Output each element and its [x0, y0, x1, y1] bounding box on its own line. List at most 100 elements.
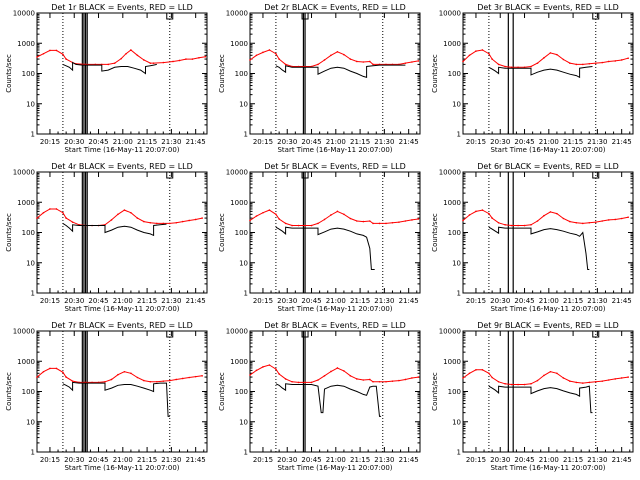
x-tick-label: 21:15	[563, 297, 583, 305]
lld-point	[117, 373, 119, 376]
lld-point	[614, 218, 616, 221]
lld-point	[614, 60, 616, 62]
lld-point	[411, 61, 413, 63]
lld-point	[152, 62, 155, 64]
series-lld-line	[249, 209, 419, 226]
x-tick-label: 21:45	[186, 456, 206, 464]
lld-point	[569, 220, 571, 223]
y-tick-label: 1000	[17, 358, 35, 366]
lld-point	[62, 211, 64, 214]
panel-title: Det 1r BLACK = Events, RED = LLD	[51, 3, 193, 12]
lld-point	[110, 378, 113, 381]
lld-point	[162, 222, 165, 225]
lld-point	[188, 376, 190, 379]
lld-point	[517, 224, 519, 227]
series-events-line	[62, 222, 167, 237]
lld-point	[562, 58, 565, 61]
lld-point	[317, 63, 319, 66]
lld-point	[356, 60, 358, 63]
lld-point	[249, 219, 251, 222]
bracket-marker	[166, 172, 174, 179]
lld-point	[556, 53, 558, 56]
lld-point	[125, 52, 127, 55]
lld-point	[411, 219, 413, 221]
x-tick-label: 21:45	[399, 138, 419, 146]
lld-point	[162, 61, 165, 64]
lld-point	[369, 378, 371, 381]
lld-point	[117, 213, 119, 216]
x-tick-label: 20:45	[88, 138, 108, 146]
lld-point	[36, 217, 38, 219]
x-axis-label: Start Time (16-May-11 20:07:00)	[64, 464, 179, 472]
x-tick-label: 21:00	[113, 138, 133, 146]
lld-point	[530, 382, 532, 385]
lld-point	[310, 381, 313, 384]
lld-point	[336, 51, 339, 53]
y-tick-label: 10	[239, 418, 248, 426]
lld-point	[594, 62, 597, 64]
lld-point	[543, 374, 545, 377]
lld-point	[268, 49, 271, 51]
lld-point	[168, 379, 171, 382]
lld-point	[304, 381, 306, 384]
lld-point	[204, 55, 207, 58]
lld-point	[71, 380, 74, 382]
y-tick-label: 1	[244, 290, 248, 298]
x-tick-label: 20:15	[253, 456, 273, 464]
lld-point	[168, 222, 171, 225]
series-events-line	[275, 383, 382, 417]
x-tick-label: 21:30	[374, 456, 394, 464]
lld-point	[510, 224, 513, 227]
lld-point	[36, 56, 38, 58]
lld-point	[297, 224, 300, 227]
y-axis-label: Counts/sec	[218, 54, 226, 93]
y-tick-label: 10	[26, 100, 35, 108]
x-tick-label: 21:15	[137, 456, 157, 464]
lld-point	[391, 380, 394, 382]
x-tick-label: 20:15	[466, 138, 486, 146]
lld-point	[42, 211, 45, 214]
x-tick-label: 21:00	[326, 456, 346, 464]
lld-point	[291, 380, 293, 383]
bracket-marker	[301, 172, 309, 179]
lld-point	[549, 370, 552, 373]
bracket-marker	[592, 13, 600, 20]
panel-title: Det 5r BLACK = Events, RED = LLD	[264, 162, 406, 171]
x-tick-label: 21:30	[161, 456, 181, 464]
x-tick-label: 21:45	[612, 297, 632, 305]
lld-point	[55, 208, 58, 210]
lld-point	[62, 371, 64, 374]
lld-point	[582, 382, 584, 384]
y-tick-label: 1000	[443, 40, 461, 48]
lld-point	[588, 221, 591, 224]
lld-point	[255, 54, 258, 57]
panel-title: Det 6r BLACK = Events, RED = LLD	[477, 162, 619, 171]
lld-point	[417, 60, 420, 62]
x-tick-label: 20:30	[64, 297, 84, 305]
x-tick-label: 21:00	[113, 456, 133, 464]
lld-point	[110, 219, 113, 221]
lld-point	[627, 216, 629, 219]
y-tick-label: 100	[22, 70, 35, 78]
lld-point	[475, 50, 477, 52]
lld-point	[372, 380, 374, 383]
x-tick-label: 21:45	[186, 138, 206, 146]
x-tick-label: 21:00	[539, 297, 559, 305]
lld-point	[55, 367, 58, 370]
lld-point	[136, 217, 139, 219]
x-tick-label: 21:15	[137, 297, 157, 305]
y-tick-label: 10	[452, 100, 461, 108]
lld-point	[594, 221, 597, 223]
lld-point	[582, 222, 584, 225]
x-tick-label: 20:15	[466, 297, 486, 305]
x-tick-label: 20:45	[301, 138, 321, 146]
lld-point	[497, 380, 500, 383]
lld-point	[181, 377, 184, 380]
lld-point	[385, 222, 387, 225]
lld-point	[356, 220, 358, 222]
lld-point	[71, 221, 74, 223]
lld-point	[284, 378, 287, 380]
y-tick-label: 1000	[230, 199, 248, 207]
lld-point	[497, 221, 500, 224]
y-tick-label: 10000	[439, 10, 461, 18]
